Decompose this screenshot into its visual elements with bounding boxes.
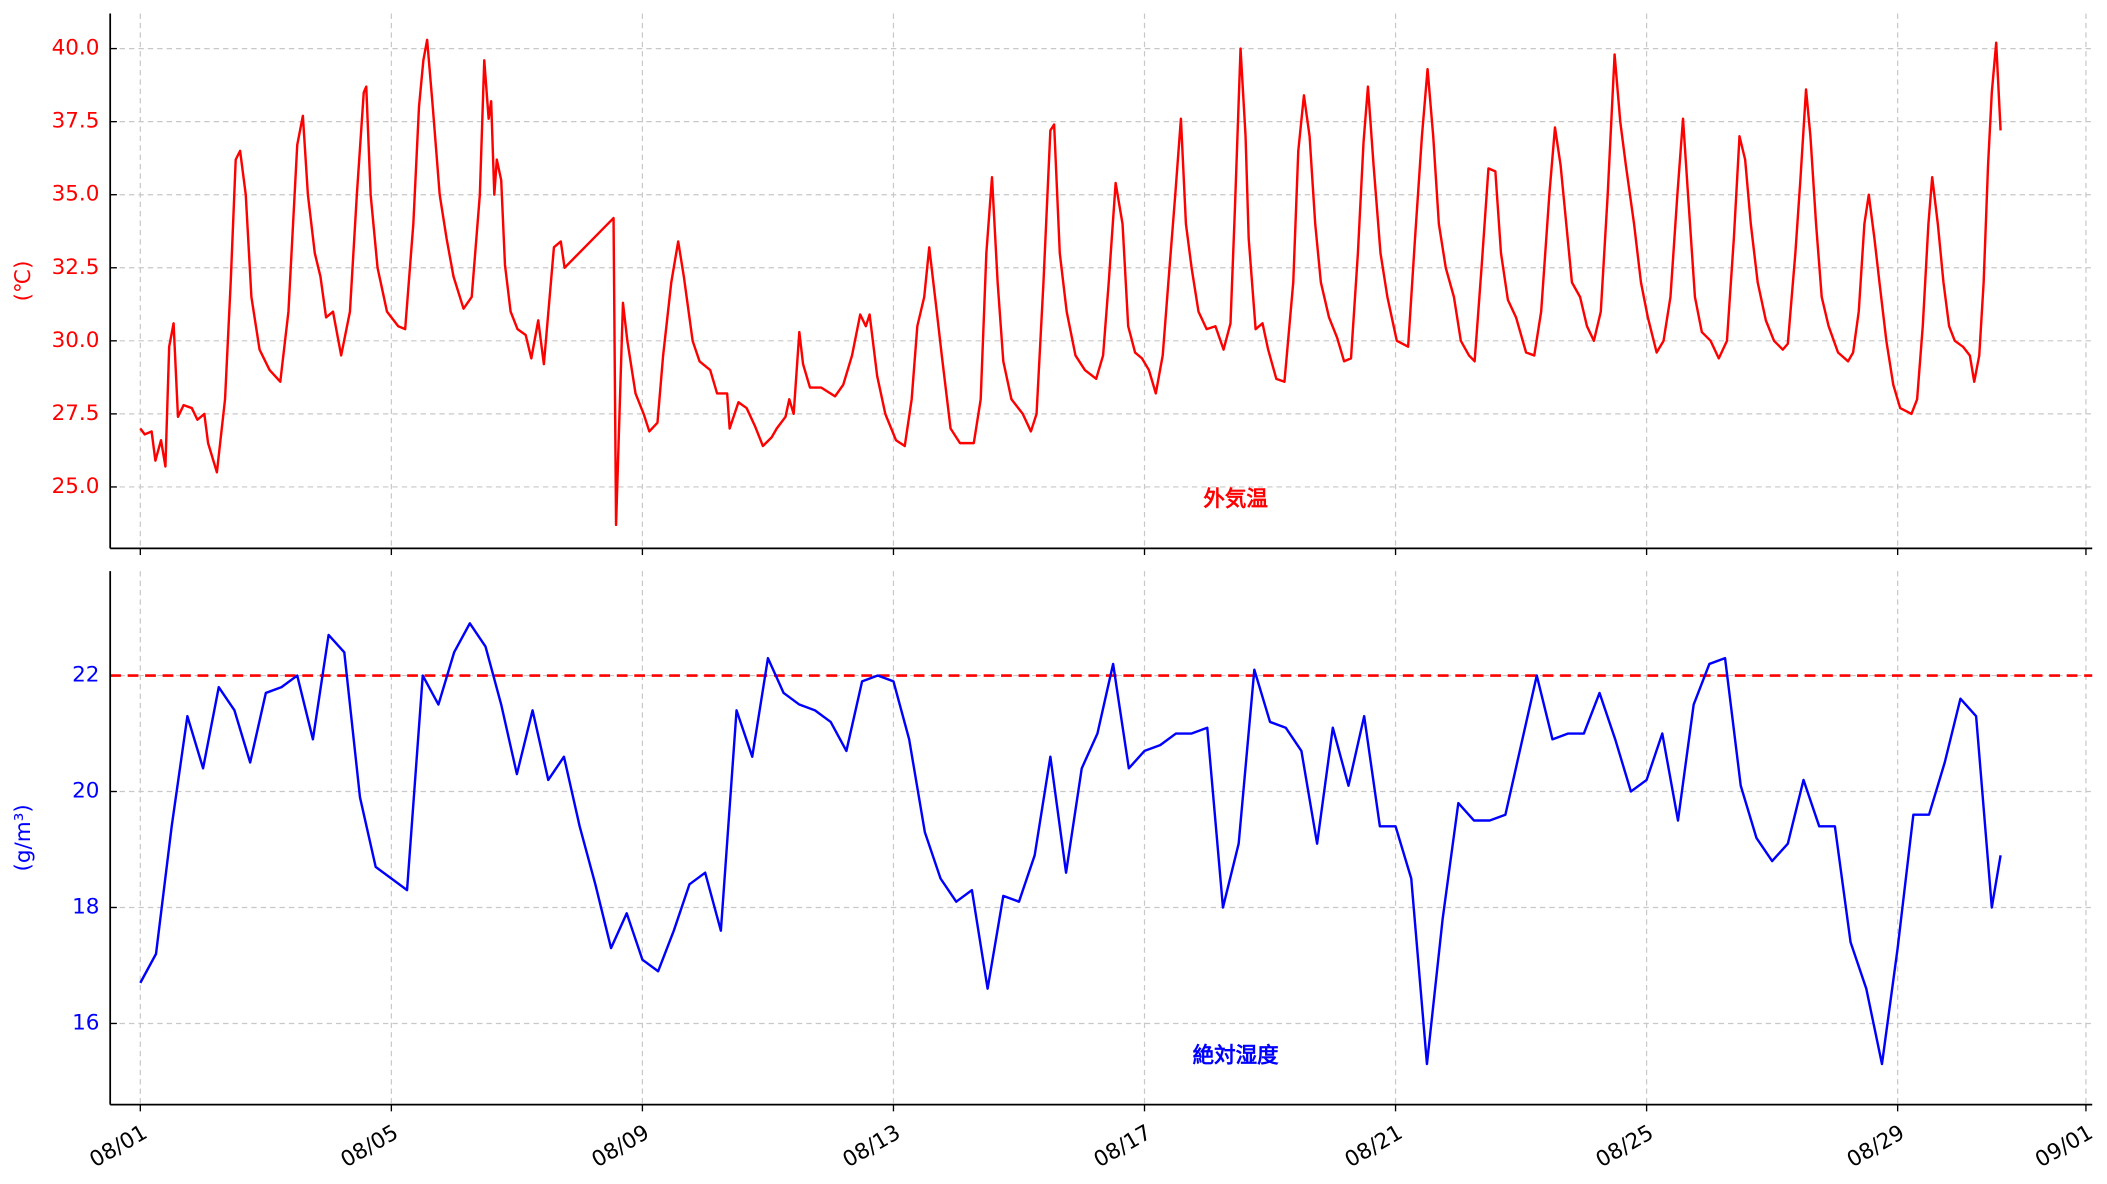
y-tick-label: 20 — [72, 779, 99, 804]
x-tick-label: 09/01 — [2031, 1120, 2097, 1173]
annotation: 外気温 — [1203, 486, 1268, 512]
x-tick-label: 08/01 — [86, 1120, 152, 1173]
y-tick-label: 37.5 — [52, 109, 100, 134]
x-tick-label: 08/21 — [1341, 1120, 1407, 1173]
y-tick-label: 40.0 — [52, 36, 100, 61]
y-tick-label: 35.0 — [52, 182, 100, 207]
y-tick-label: 25.0 — [52, 474, 100, 499]
y-tick-label: 30.0 — [52, 328, 100, 353]
x-tick-label: 08/29 — [1843, 1120, 1909, 1173]
annotation: 絶対湿度 — [1193, 1042, 1280, 1068]
x-tick-label: 08/13 — [839, 1120, 905, 1173]
y-tick-label: 27.5 — [52, 401, 100, 426]
y-axis-label: (℃) — [11, 260, 36, 301]
x-tick-label: 08/17 — [1090, 1120, 1156, 1173]
x-tick-label: 08/05 — [337, 1120, 403, 1173]
y-tick-label: 16 — [72, 1010, 99, 1035]
data-line — [139, 622, 2002, 1066]
y-tick-label: 22 — [72, 663, 99, 688]
y-axis-label: (g/m³) — [11, 804, 36, 871]
x-tick-label: 08/25 — [1592, 1120, 1658, 1173]
y-tick-label: 32.5 — [52, 255, 100, 280]
y-tick-label: 18 — [72, 894, 99, 919]
data-line — [139, 38, 2002, 527]
x-tick-label: 08/09 — [588, 1120, 654, 1173]
